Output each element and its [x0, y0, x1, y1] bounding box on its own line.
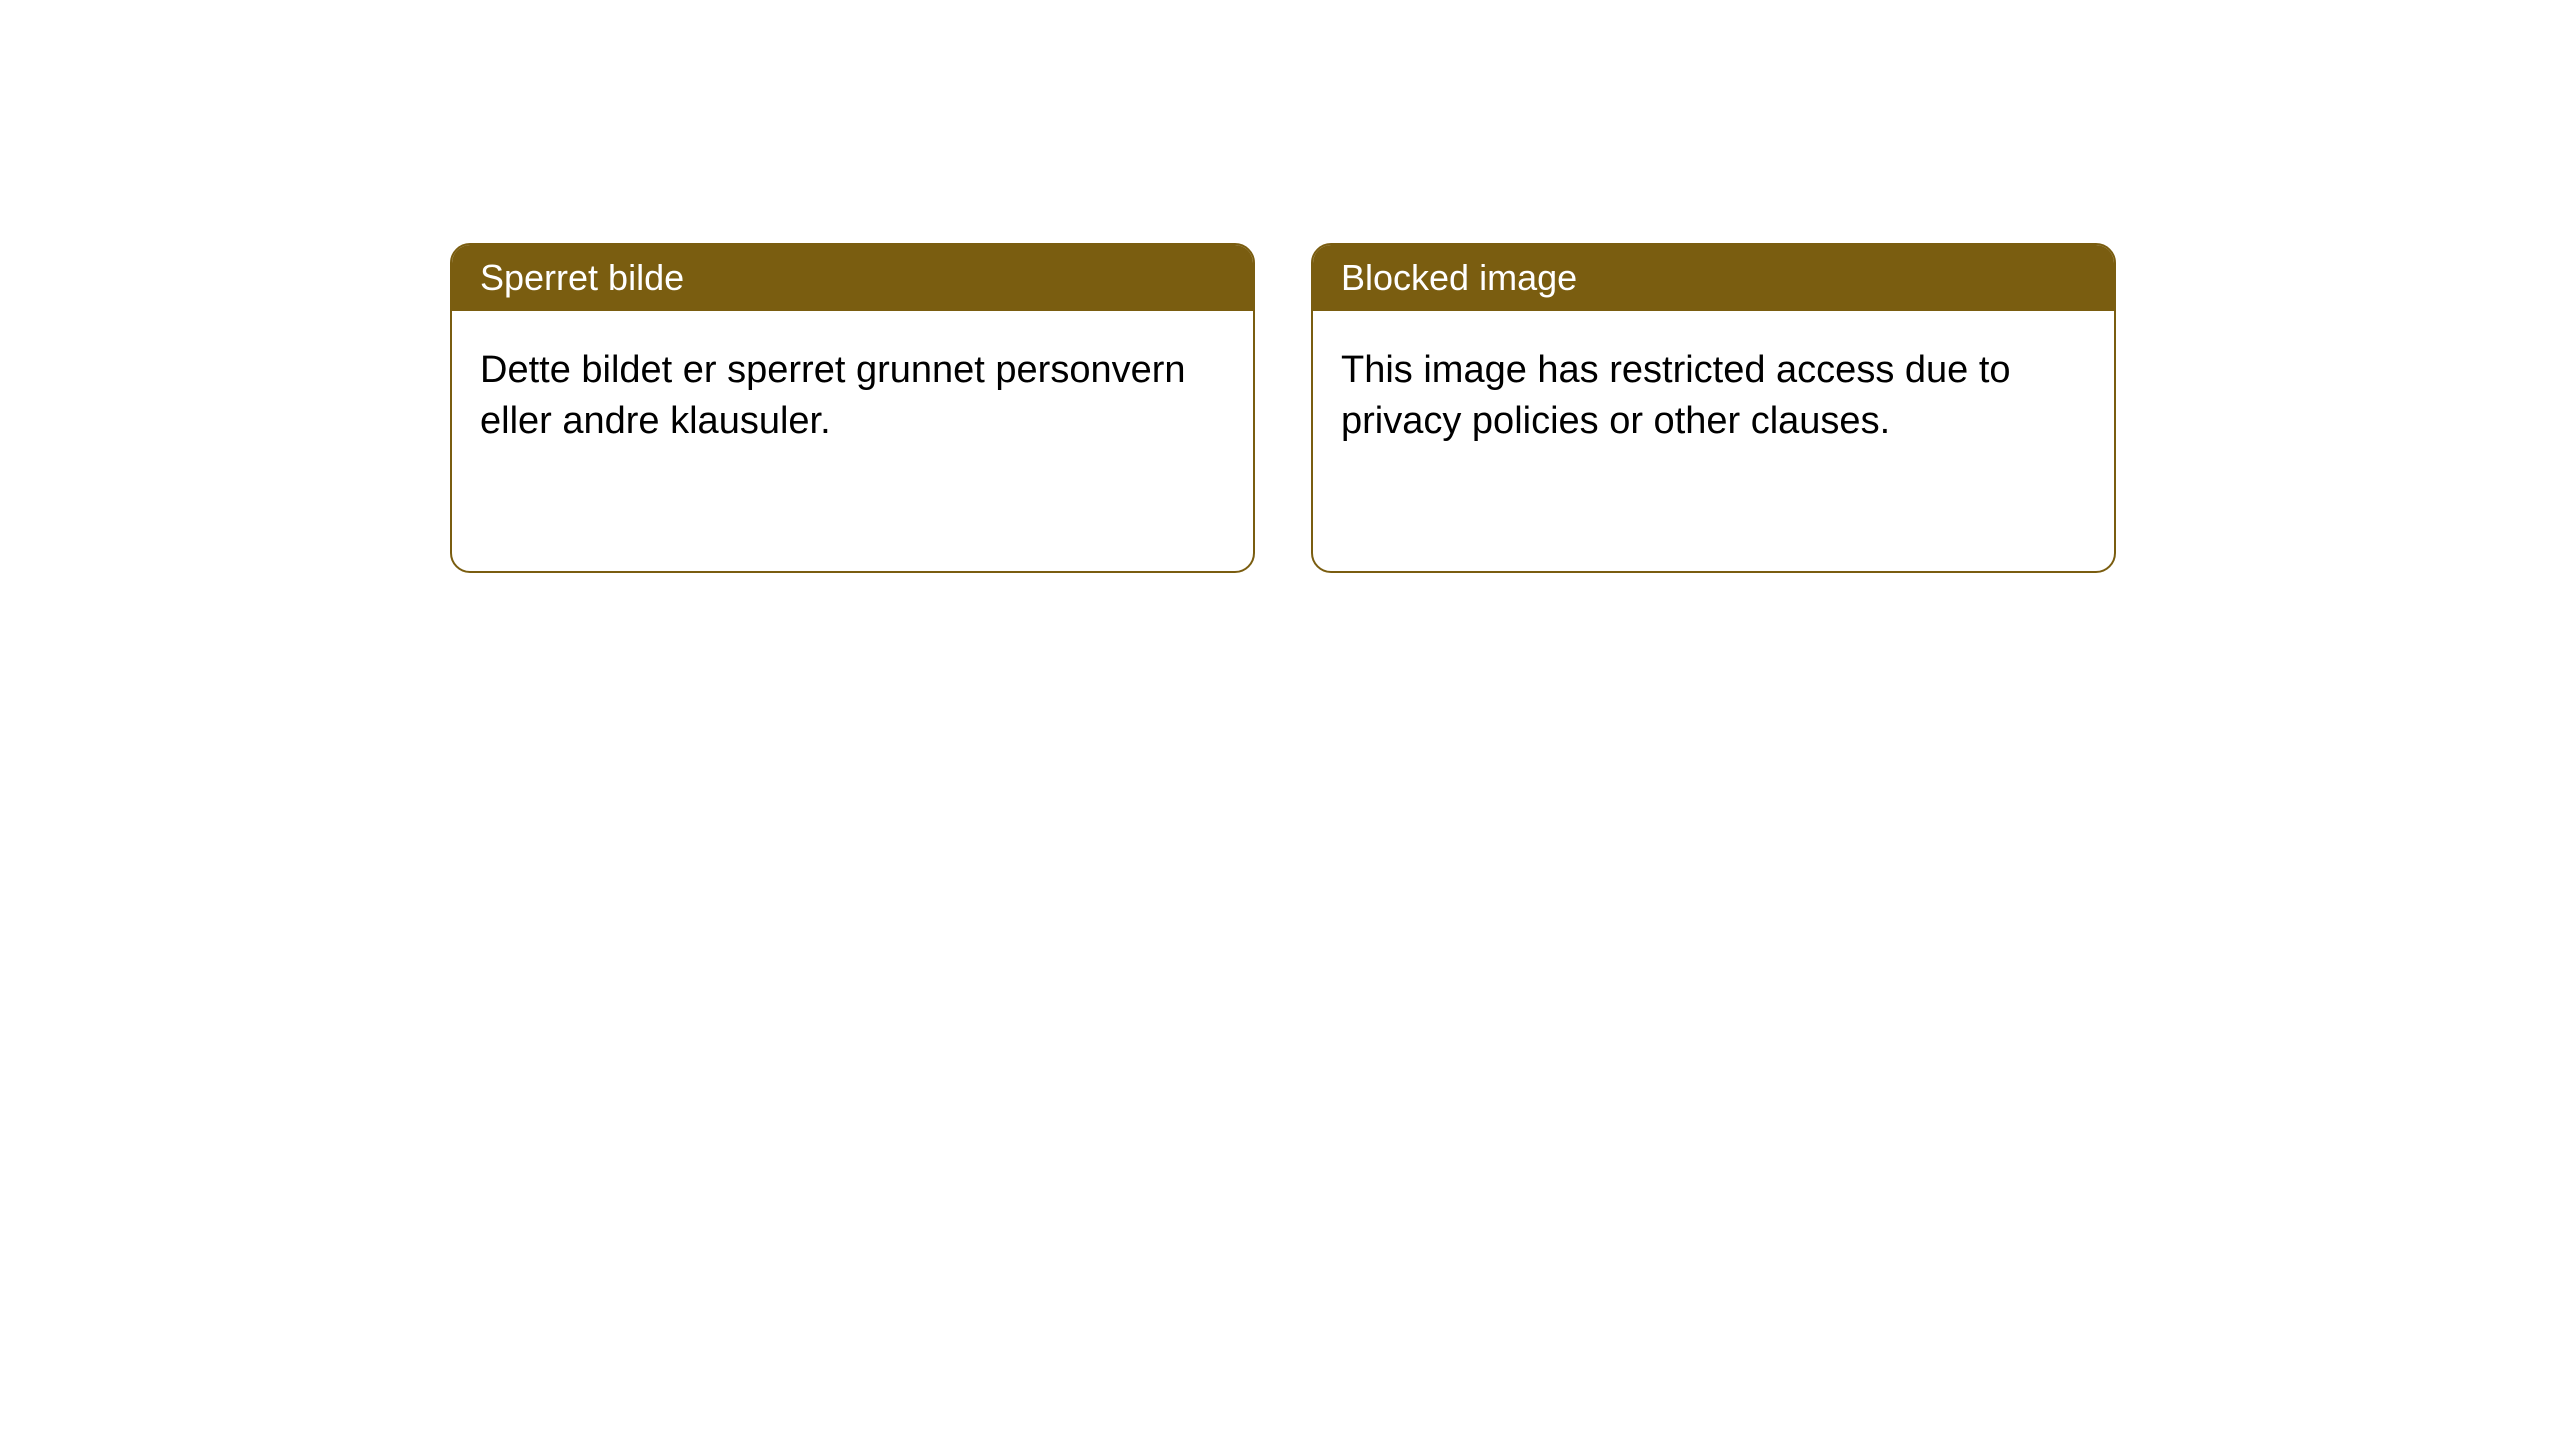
card-header: Sperret bilde	[452, 245, 1253, 311]
notice-cards-container: Sperret bilde Dette bildet er sperret gr…	[0, 0, 2560, 573]
card-body: Dette bildet er sperret grunnet personve…	[452, 311, 1253, 571]
card-body-text: This image has restricted access due to …	[1341, 349, 2011, 442]
card-body: This image has restricted access due to …	[1313, 311, 2114, 571]
notice-card-norwegian: Sperret bilde Dette bildet er sperret gr…	[450, 243, 1255, 573]
card-header: Blocked image	[1313, 245, 2114, 311]
card-title: Blocked image	[1341, 257, 1577, 298]
card-body-text: Dette bildet er sperret grunnet personve…	[480, 349, 1186, 442]
card-title: Sperret bilde	[480, 257, 684, 298]
notice-card-english: Blocked image This image has restricted …	[1311, 243, 2116, 573]
